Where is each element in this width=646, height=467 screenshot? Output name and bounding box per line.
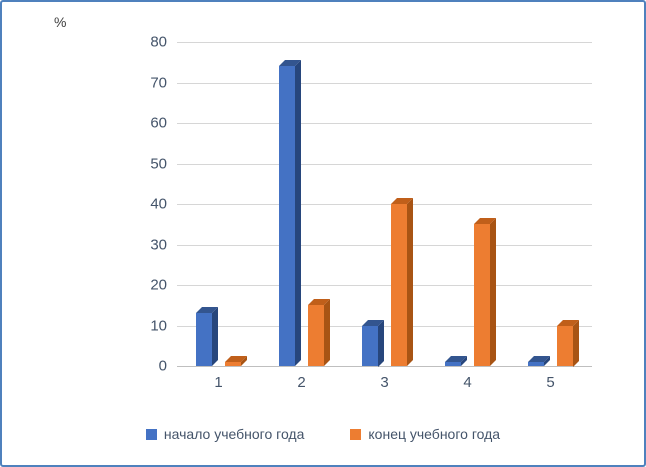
y-tick-label: 70: [150, 74, 167, 91]
x-axis: 1 2 3 4 5: [177, 374, 592, 391]
bar-front-face: [196, 313, 212, 366]
y-axis-title: %: [54, 14, 67, 30]
y-tick-label: 60: [150, 114, 167, 132]
y-tick-label: 20: [150, 276, 167, 294]
x-tick-label: 1: [214, 374, 223, 391]
legend-swatch: [145, 428, 157, 440]
y-tick-label: 0: [158, 357, 167, 375]
y-tick-label: 10: [150, 317, 167, 334]
bar-side-face: [378, 319, 384, 366]
bar-group: [260, 42, 343, 366]
bar-series2: [557, 319, 579, 366]
grid-line: [177, 285, 592, 286]
grid-line: [177, 204, 592, 205]
bar-front-face: [557, 325, 573, 366]
bar-front-face: [279, 66, 295, 366]
bar-group: [509, 42, 592, 366]
bar-group: [426, 42, 509, 366]
bar-series1: [445, 355, 467, 366]
grid-line: [177, 366, 592, 367]
bar-series2: [391, 198, 413, 366]
grid-line: [177, 82, 592, 84]
legend: начало учебного года конец учебного года: [2, 426, 644, 442]
plot-area: [177, 42, 592, 367]
bar-side-face: [324, 299, 330, 366]
x-tick-label: 4: [463, 374, 472, 391]
y-tick-label: 80: [150, 33, 167, 51]
bar-series1: [279, 60, 301, 366]
bar-front-face: [474, 224, 490, 366]
bar-front-face: [362, 325, 378, 366]
bar-side-face: [212, 307, 218, 366]
bar-series2: [474, 218, 496, 366]
x-tick-label: 5: [546, 374, 555, 391]
bar-series1: [362, 319, 384, 366]
legend-item: конец учебного года: [350, 426, 500, 442]
bar-front-face: [445, 361, 461, 366]
bar-front-face: [308, 305, 324, 366]
bar-groups: [177, 42, 592, 366]
x-tick-label: 3: [380, 374, 389, 391]
bar-series1: [528, 355, 550, 366]
bar-group: [177, 42, 260, 366]
bar-side-face: [295, 60, 301, 366]
legend-label: начало учебного года: [163, 426, 305, 442]
grid-line: [177, 325, 592, 327]
y-tick-label: 30: [150, 236, 167, 253]
bar-side-face: [573, 319, 579, 366]
y-axis: 0 10 20 30 40 50 60 70 80: [137, 35, 177, 374]
bar-front-face: [391, 204, 407, 366]
grid-line: [177, 163, 592, 165]
bar-front-face: [225, 361, 241, 366]
grid-line: [177, 123, 592, 124]
chart-area: 0 10 20 30 40 50 60 70 80: [137, 35, 592, 374]
grid-line: [177, 244, 592, 246]
bar-series1: [196, 307, 218, 366]
y-tick-label: 40: [150, 195, 167, 213]
grid-line: [177, 42, 592, 43]
bar-series2: [225, 355, 247, 366]
bar-front-face: [528, 361, 544, 366]
bar-side-face: [407, 198, 413, 366]
y-tick-label: 50: [150, 155, 167, 172]
legend-item: начало учебного года: [145, 426, 305, 442]
bar-series2: [308, 299, 330, 366]
x-tick-label: 2: [297, 374, 306, 391]
legend-swatch: [350, 428, 362, 440]
bar-side-face: [490, 218, 496, 366]
bar-group: [343, 42, 426, 366]
legend-label: конец учебного года: [368, 426, 501, 442]
